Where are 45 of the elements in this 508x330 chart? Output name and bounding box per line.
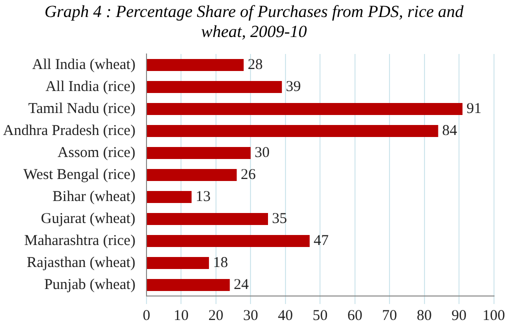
- y-tick-label: Rajasthan (wheat): [26, 254, 136, 271]
- y-tick-label: All India (wheat): [32, 56, 136, 73]
- x-tick-label: 10: [174, 308, 189, 324]
- data-label: 24: [234, 276, 250, 293]
- x-tick-label: 0: [142, 308, 150, 324]
- y-tick-label: Andhra Pradesh (rice): [2, 122, 136, 139]
- bar: [146, 168, 237, 182]
- y-tick-label: Assom (rice): [58, 144, 136, 161]
- data-label: 28: [248, 56, 263, 73]
- bar: [146, 102, 462, 116]
- bar: [146, 212, 268, 226]
- bar: [146, 124, 438, 138]
- x-tick-label: 50: [312, 308, 328, 324]
- x-tick-label: 90: [452, 308, 467, 324]
- bar: [146, 234, 310, 248]
- bar: [146, 58, 244, 72]
- x-tick-label: 80: [416, 308, 432, 324]
- bar: [146, 80, 282, 94]
- y-tick-label: Gujarat (wheat): [40, 210, 136, 227]
- x-tick-label: 70: [382, 308, 398, 324]
- bar: [146, 190, 192, 204]
- data-label: 26: [240, 166, 256, 183]
- chart-title: Graph 4 : Percentage Share of Purchases from PDS, rice and wheat, 2009-10: [43, 2, 465, 42]
- y-tick-label: Tamil Nadu (rice): [28, 100, 136, 117]
- data-label: 91: [466, 100, 482, 117]
- data-label: 47: [314, 232, 330, 249]
- bar: [146, 256, 209, 270]
- x-tick-label: 100: [482, 308, 505, 324]
- x-tick-label: 60: [347, 308, 362, 324]
- y-tick-label: All India (rice): [45, 78, 136, 95]
- data-label: 13: [196, 188, 211, 205]
- data-label: 30: [254, 144, 270, 161]
- y-tick-label: West Bengal (rice): [23, 166, 136, 183]
- y-tick-label: Bihar (wheat): [52, 188, 136, 205]
- bar: [146, 146, 251, 160]
- bar: [146, 278, 230, 292]
- data-label: 84: [442, 122, 458, 139]
- data-label: 39: [286, 78, 301, 95]
- y-tick-label: Maharashtra (rice): [24, 232, 136, 249]
- x-tick-label: 20: [208, 308, 224, 324]
- x-tick-label: 30: [243, 308, 258, 324]
- x-tick-label: 40: [278, 308, 293, 324]
- data-label: 35: [272, 210, 287, 227]
- y-tick-label: Punjab (wheat): [44, 276, 136, 293]
- data-label: 18: [212, 254, 228, 271]
